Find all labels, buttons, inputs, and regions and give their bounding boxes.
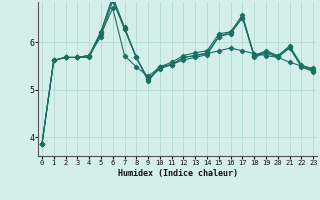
X-axis label: Humidex (Indice chaleur): Humidex (Indice chaleur) [118, 169, 238, 178]
